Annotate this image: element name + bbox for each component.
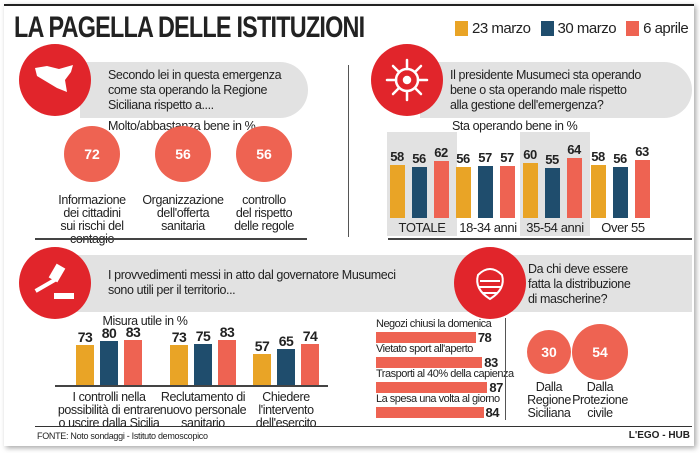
bar (218, 339, 236, 385)
bar (390, 165, 405, 218)
legend: 23 marzo 30 marzo 6 aprile (455, 20, 689, 37)
bar (613, 167, 628, 218)
category-label: La spesa una volta al giorno (376, 393, 500, 405)
sicily-map-icon (19, 44, 91, 116)
data-label: 84 (485, 405, 500, 420)
value-bubble: 72 (64, 126, 120, 182)
legend-swatch (540, 21, 554, 36)
gavel-icon (19, 247, 91, 319)
bar (545, 168, 560, 218)
axis-line (55, 385, 328, 387)
chart-subtitle: Sta operando bene in % (452, 119, 578, 133)
category-label: 18-34 anni (459, 220, 517, 235)
data-label: 75 (195, 327, 211, 344)
legend-label: 30 marzo (557, 20, 617, 37)
question-band (50, 255, 692, 312)
bar (194, 343, 212, 385)
bar (253, 353, 271, 385)
bar (301, 344, 319, 385)
bar (376, 407, 484, 418)
data-label: 65 (278, 333, 294, 350)
data-label: 57 (254, 337, 270, 354)
divider (505, 318, 506, 420)
question-text: Il presidente Musumeci sta operando bene … (450, 68, 641, 112)
bar (635, 159, 650, 218)
bar (376, 332, 476, 343)
bar (277, 349, 295, 385)
value-bubble: 30 (527, 330, 571, 374)
bar (412, 167, 427, 218)
data-label: 83 (219, 323, 235, 340)
category-label: TOTALE (398, 220, 446, 235)
bar (478, 166, 493, 218)
data-label: 56 (613, 151, 627, 167)
category-label: Negozi chiusi la domenica (376, 318, 492, 330)
brand-logo: L'EGO - HUB (628, 430, 690, 441)
page-title: LA PAGELLA DELLE ISTITUZIONI (14, 11, 365, 44)
data-label: 73 (171, 329, 187, 345)
legend-swatch (455, 21, 468, 36)
data-label: 57 (478, 150, 492, 166)
bar (523, 162, 538, 218)
data-label: 55 (545, 152, 559, 168)
category-label: Dalla Protezione civile (572, 380, 628, 420)
bar (376, 357, 483, 368)
category-label: Vietato sport all'aperto (376, 343, 473, 355)
virus-icon (371, 44, 443, 116)
bar (376, 382, 488, 393)
data-label: 80 (101, 325, 117, 342)
question-band (420, 62, 692, 118)
category-label: Organizzazione dell'offerta sanitaria (142, 193, 224, 233)
data-label: 74 (302, 328, 318, 345)
data-label: 64 (567, 142, 581, 158)
legend-label: 23 marzo (472, 20, 531, 37)
divider (388, 238, 692, 240)
data-label: 60 (523, 146, 537, 162)
category-label: Chiedere l'intervento dell'esercito (255, 390, 317, 430)
question-text: I provvedimenti messi in atto dal govern… (108, 268, 396, 297)
legend-swatch (626, 21, 640, 36)
data-label: 78 (477, 330, 492, 345)
category-label: controllo del rispetto delle regole (234, 193, 294, 233)
category-label: 35-54 anni (526, 220, 584, 235)
question-band (80, 62, 308, 118)
data-label: 62 (434, 144, 448, 160)
data-label: 56 (456, 151, 470, 167)
category-label: Over 55 (601, 220, 645, 235)
data-label: 58 (591, 149, 605, 164)
question-text: Da chi deve essere fatta la distribuzione… (528, 262, 631, 306)
bar (170, 345, 188, 385)
value-bubble: 56 (236, 126, 292, 182)
bar (76, 345, 94, 385)
category-label: Trasporti al 40% della capienza (376, 368, 514, 380)
value-bubble: 56 (155, 126, 211, 182)
divider (35, 238, 307, 240)
bar (100, 341, 118, 385)
bar (591, 165, 606, 218)
data-label: 83 (125, 323, 141, 340)
value-bubble: 54 (572, 324, 628, 380)
bar (456, 167, 471, 218)
face-mask-icon (454, 247, 526, 319)
bar (500, 166, 515, 218)
data-label: 58 (390, 149, 404, 164)
legend-label: 6 aprile (643, 20, 689, 37)
footer-line (35, 426, 692, 427)
bar (434, 160, 449, 218)
source-note: FONTE: Noto sondaggi - Istituto demoscop… (37, 431, 208, 441)
question-text: Secondo lei in questa emergenza come sta … (108, 68, 282, 112)
data-label: 73 (77, 329, 93, 345)
data-label: 83 (484, 355, 498, 370)
data-label: 87 (489, 380, 503, 395)
data-label: 56 (412, 151, 426, 167)
data-label: 57 (500, 150, 514, 166)
chart-subtitle: Misura utile in % (102, 314, 188, 328)
bar (124, 339, 142, 385)
bar (567, 158, 582, 218)
category-label: Dalla Regione Siciliana (527, 380, 571, 420)
data-label: 63 (635, 143, 649, 159)
divider (348, 65, 349, 237)
